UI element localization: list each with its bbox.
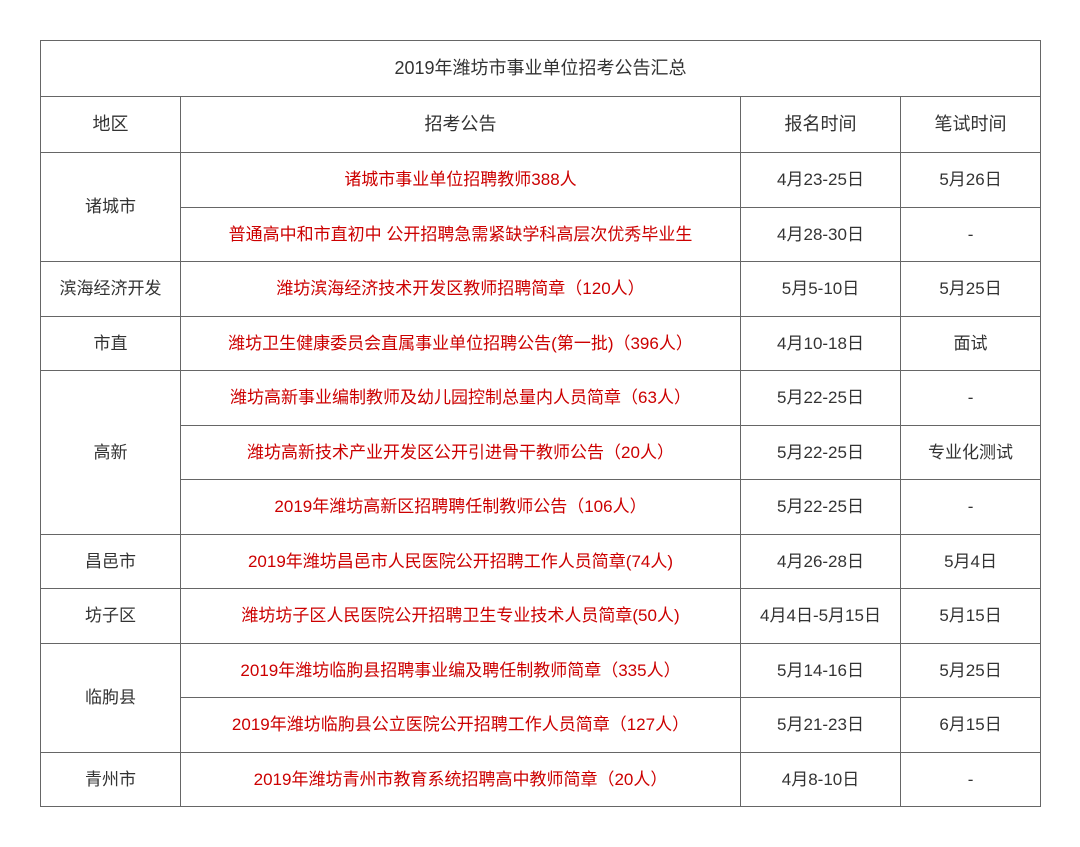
table-row: 坊子区潍坊坊子区人民医院公开招聘卫生专业技术人员简章(50人)4月4日-5月15…: [41, 589, 1041, 644]
signup-cell: 4月4日-5月15日: [741, 589, 901, 644]
region-cell: 诸城市: [41, 153, 181, 262]
table-body: 诸城市诸城市事业单位招聘教师388人4月23-25日5月26日普通高中和市直初中…: [41, 153, 1041, 807]
exam-cell: -: [901, 207, 1041, 262]
exam-cell: -: [901, 480, 1041, 535]
col-header-notice: 招考公告: [181, 97, 741, 153]
signup-cell: 4月28-30日: [741, 207, 901, 262]
signup-cell: 5月21-23日: [741, 698, 901, 753]
table-row: 诸城市诸城市事业单位招聘教师388人4月23-25日5月26日: [41, 153, 1041, 208]
notice-cell[interactable]: 2019年潍坊临朐县公立医院公开招聘工作人员简章（127人）: [181, 698, 741, 753]
col-header-signup: 报名时间: [741, 97, 901, 153]
table-row: 青州市2019年潍坊青州市教育系统招聘高中教师简章（20人）4月8-10日-: [41, 752, 1041, 807]
signup-cell: 5月22-25日: [741, 480, 901, 535]
exam-cell: -: [901, 752, 1041, 807]
exam-cell: 5月26日: [901, 153, 1041, 208]
table-row: 潍坊高新技术产业开发区公开引进骨干教师公告（20人）5月22-25日专业化测试: [41, 425, 1041, 480]
signup-cell: 5月22-25日: [741, 371, 901, 426]
region-cell: 临朐县: [41, 643, 181, 752]
exam-cell: 5月25日: [901, 643, 1041, 698]
notice-cell[interactable]: 2019年潍坊青州市教育系统招聘高中教师简章（20人）: [181, 752, 741, 807]
exam-cell: 专业化测试: [901, 425, 1041, 480]
signup-cell: 4月8-10日: [741, 752, 901, 807]
table-row: 昌邑市2019年潍坊昌邑市人民医院公开招聘工作人员简章(74人)4月26-28日…: [41, 534, 1041, 589]
recruitment-table-container: 2019年潍坊市事业单位招考公告汇总 地区 招考公告 报名时间 笔试时间 诸城市…: [40, 40, 1040, 807]
recruitment-table: 2019年潍坊市事业单位招考公告汇总 地区 招考公告 报名时间 笔试时间 诸城市…: [40, 40, 1041, 807]
col-header-region: 地区: [41, 97, 181, 153]
table-row: 滨海经济开发潍坊滨海经济技术开发区教师招聘简章（120人）5月5-10日5月25…: [41, 262, 1041, 317]
signup-cell: 5月14-16日: [741, 643, 901, 698]
table-row: 高新潍坊高新事业编制教师及幼儿园控制总量内人员简章（63人）5月22-25日-: [41, 371, 1041, 426]
region-cell: 市直: [41, 316, 181, 371]
table-row: 2019年潍坊高新区招聘聘任制教师公告（106人）5月22-25日-: [41, 480, 1041, 535]
table-row: 临朐县2019年潍坊临朐县招聘事业编及聘任制教师简章（335人）5月14-16日…: [41, 643, 1041, 698]
notice-cell[interactable]: 潍坊卫生健康委员会直属事业单位招聘公告(第一批)（396人）: [181, 316, 741, 371]
exam-cell: 5月25日: [901, 262, 1041, 317]
table-title: 2019年潍坊市事业单位招考公告汇总: [41, 41, 1041, 97]
notice-cell[interactable]: 2019年潍坊昌邑市人民医院公开招聘工作人员简章(74人): [181, 534, 741, 589]
table-row: 2019年潍坊临朐县公立医院公开招聘工作人员简章（127人）5月21-23日6月…: [41, 698, 1041, 753]
table-row: 市直潍坊卫生健康委员会直属事业单位招聘公告(第一批)（396人）4月10-18日…: [41, 316, 1041, 371]
signup-cell: 5月22-25日: [741, 425, 901, 480]
table-row: 普通高中和市直初中 公开招聘急需紧缺学科高层次优秀毕业生4月28-30日-: [41, 207, 1041, 262]
exam-cell: 5月15日: [901, 589, 1041, 644]
notice-cell[interactable]: 诸城市事业单位招聘教师388人: [181, 153, 741, 208]
table-header-row: 地区 招考公告 报名时间 笔试时间: [41, 97, 1041, 153]
signup-cell: 4月10-18日: [741, 316, 901, 371]
signup-cell: 4月23-25日: [741, 153, 901, 208]
exam-cell: -: [901, 371, 1041, 426]
exam-cell: 5月4日: [901, 534, 1041, 589]
notice-cell[interactable]: 潍坊滨海经济技术开发区教师招聘简章（120人）: [181, 262, 741, 317]
notice-cell[interactable]: 普通高中和市直初中 公开招聘急需紧缺学科高层次优秀毕业生: [181, 207, 741, 262]
region-cell: 高新: [41, 371, 181, 535]
exam-cell: 面试: [901, 316, 1041, 371]
notice-cell[interactable]: 2019年潍坊高新区招聘聘任制教师公告（106人）: [181, 480, 741, 535]
region-cell: 青州市: [41, 752, 181, 807]
region-cell: 坊子区: [41, 589, 181, 644]
exam-cell: 6月15日: [901, 698, 1041, 753]
signup-cell: 5月5-10日: [741, 262, 901, 317]
table-title-row: 2019年潍坊市事业单位招考公告汇总: [41, 41, 1041, 97]
notice-cell[interactable]: 潍坊坊子区人民医院公开招聘卫生专业技术人员简章(50人): [181, 589, 741, 644]
region-cell: 滨海经济开发: [41, 262, 181, 317]
notice-cell[interactable]: 潍坊高新事业编制教师及幼儿园控制总量内人员简章（63人）: [181, 371, 741, 426]
signup-cell: 4月26-28日: [741, 534, 901, 589]
notice-cell[interactable]: 2019年潍坊临朐县招聘事业编及聘任制教师简章（335人）: [181, 643, 741, 698]
region-cell: 昌邑市: [41, 534, 181, 589]
col-header-exam: 笔试时间: [901, 97, 1041, 153]
notice-cell[interactable]: 潍坊高新技术产业开发区公开引进骨干教师公告（20人）: [181, 425, 741, 480]
